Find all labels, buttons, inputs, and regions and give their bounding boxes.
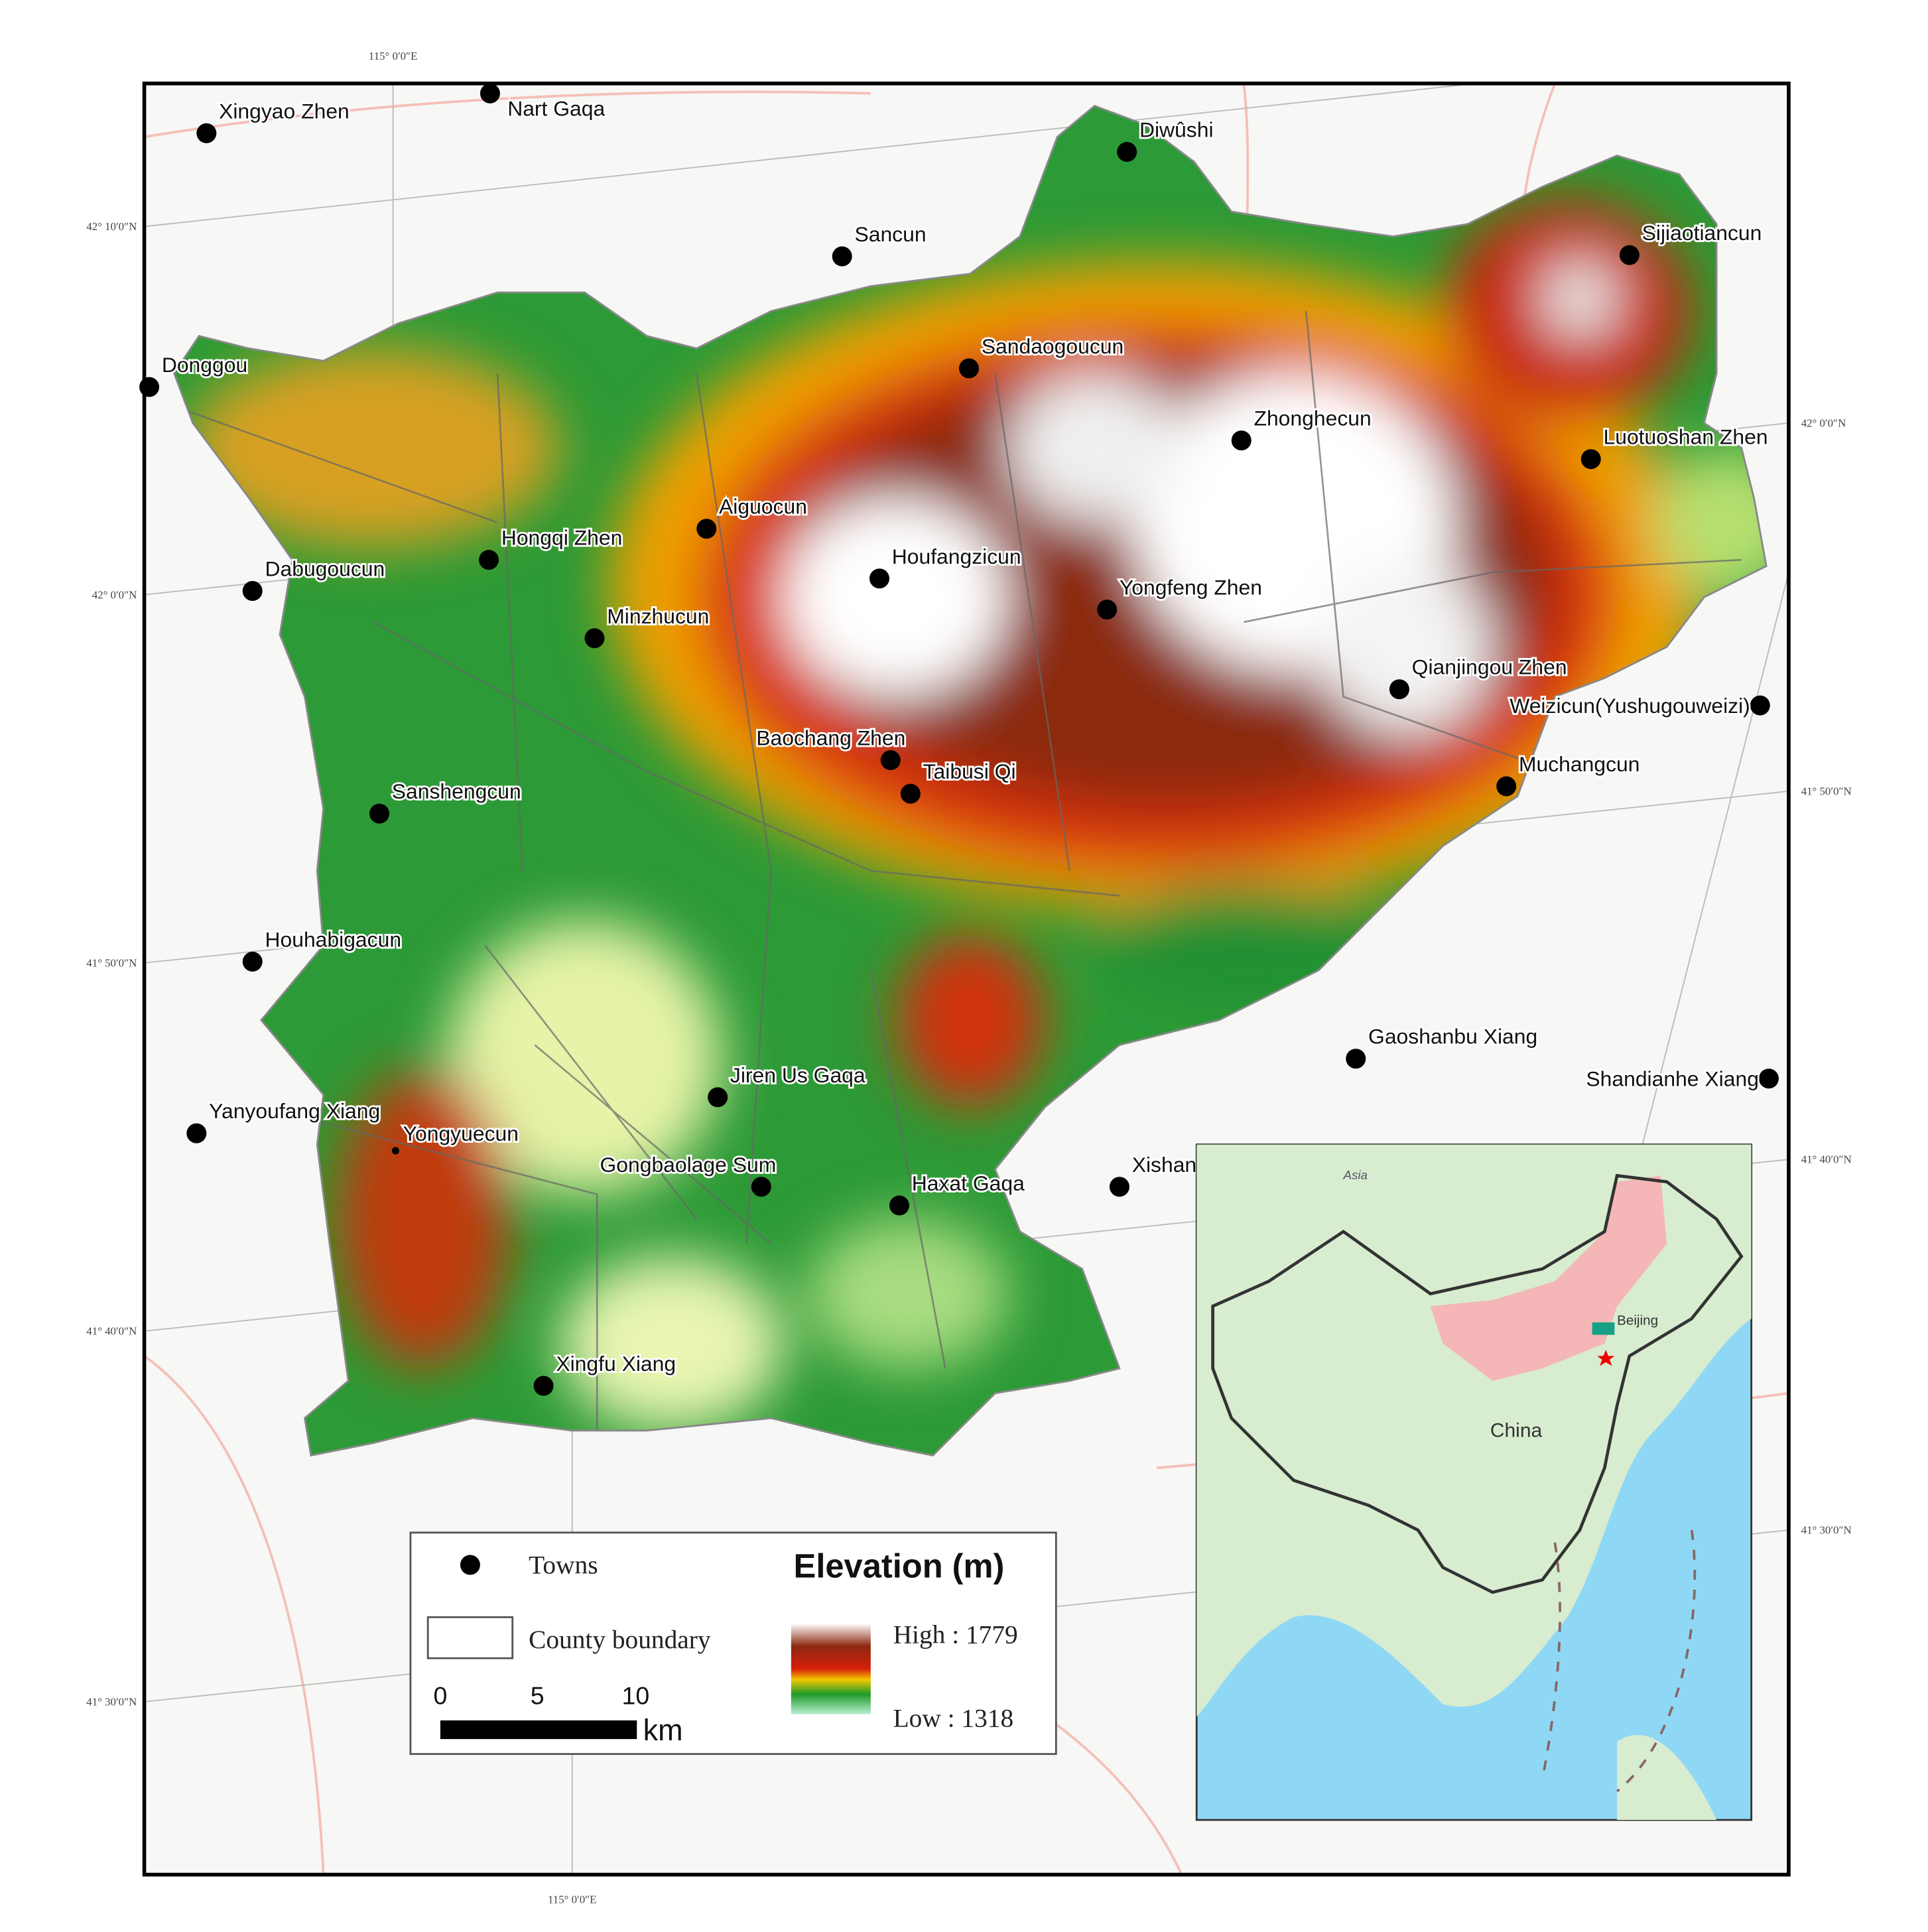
town-dot: [1619, 245, 1639, 265]
town-label: Nart Gaqa: [507, 97, 605, 121]
graticule-label: 42° 10′0″N: [86, 220, 137, 233]
town-label: Baochang Zhen: [756, 726, 905, 750]
town-dot: [186, 1123, 207, 1143]
graticule-label: 41° 50′0″N: [1801, 785, 1852, 798]
town-dot: [1580, 449, 1601, 470]
town-dot: [880, 750, 901, 771]
scale-bar: [440, 1720, 637, 1740]
inset-label: Beijing: [1617, 1313, 1658, 1328]
town-dot: [369, 803, 390, 824]
town-dot: [1117, 141, 1137, 162]
town-dot: [900, 783, 921, 804]
town-label: Yongfeng Zhen: [1120, 576, 1262, 600]
town-dot: [139, 377, 160, 397]
town-dot: [1231, 430, 1252, 451]
town-label: Sancun: [854, 222, 926, 246]
town-label: Qianjingou Zhen: [1412, 655, 1567, 679]
town-label: Diwûshi: [1139, 117, 1214, 141]
graticule-label: 41° 30′0″N: [86, 1695, 137, 1708]
towns: Xingyao Zhen Nart Gaqa Diwûshi Sancun Sijiao…: [139, 83, 1779, 1396]
town-dot: [196, 123, 217, 143]
town-label: Minzhucun: [607, 604, 709, 628]
legend-boundary-symbol: [426, 1616, 514, 1659]
town-label: Taibusi Qi: [923, 759, 1016, 783]
legend-high: High : 1779: [893, 1620, 1018, 1649]
legend-ramp: [791, 1623, 871, 1714]
town-label: Aiguocun: [719, 495, 807, 519]
legend-label: Towns: [529, 1551, 598, 1580]
graticule-label: 115° 0′0″E: [548, 1894, 597, 1906]
town-dot: [889, 1195, 909, 1216]
town-label: Xingfu Xiang: [556, 1352, 676, 1376]
town-label: Luotuoshan Zhen: [1603, 425, 1767, 449]
town-dot: [242, 951, 263, 972]
town-label: Shandianhe Xiang: [1586, 1066, 1759, 1090]
graticule: 115° 0′0″E 115° 0′0″E 42° 10′0″N 42° 0′0″N 4…: [86, 50, 1851, 1905]
graticule-label: 41° 30′0″N: [1801, 1524, 1852, 1537]
town-dot: [480, 83, 500, 103]
town-label: Gongbaolage Sum: [600, 1153, 776, 1177]
graticule-label: 42° 0′0″N: [1801, 417, 1846, 429]
town-label: Yongyuecun: [403, 1122, 519, 1145]
town-dot: [696, 519, 717, 539]
town-dot: [533, 1376, 554, 1396]
town-dot: [1097, 600, 1118, 620]
town-label: Weizicun(Yushugouweizi): [1510, 694, 1750, 718]
graticule-label: 41° 40′0″N: [1801, 1153, 1852, 1166]
town-label: Dabugoucun: [265, 557, 385, 581]
town-dot: [869, 568, 889, 589]
town-dot: [1750, 695, 1770, 716]
town-label: Zhonghecun: [1253, 407, 1371, 430]
town-label: Haxat Gaqa: [912, 1171, 1025, 1195]
scale-unit: km: [643, 1713, 683, 1747]
elevation-raster: [174, 105, 1767, 1456]
town-label: Houfangzicun: [892, 545, 1021, 568]
town-dot: [708, 1087, 728, 1108]
inset-label: Asia: [1343, 1168, 1368, 1182]
graticule-label: 42° 0′0″N: [92, 588, 137, 601]
graticule-label: 41° 50′0″N: [86, 956, 137, 969]
inset-label: China: [1490, 1419, 1543, 1441]
town-dot: [832, 246, 852, 267]
inset-map: Asia China Beijing: [1195, 1143, 1753, 1821]
town-dot: [1389, 679, 1409, 700]
town-dot: [751, 1177, 771, 1197]
town-label: Yanyoufang Xiang: [209, 1099, 380, 1123]
town-dot: [958, 358, 980, 379]
town-dot: [584, 628, 605, 649]
legend: Towns County boundary Elevation (m) High…: [409, 1531, 1057, 1756]
town-label: Donggou: [162, 353, 247, 377]
town-dot: [391, 1147, 400, 1155]
town-label: Xingyao Zhen: [219, 99, 350, 123]
map-frame: [142, 82, 1791, 1877]
town-label: Hongqi Zhen: [501, 526, 623, 550]
scale-label: 10: [622, 1682, 650, 1710]
scale-label: 5: [531, 1682, 545, 1710]
town-dot: [1758, 1068, 1779, 1089]
graticule-label: 41° 40′0″N: [86, 1325, 137, 1338]
town-label: Sanshengcun: [392, 779, 521, 803]
town-dot: [479, 550, 499, 570]
legend-low: Low : 1318: [893, 1703, 1014, 1732]
town-dot: [1346, 1049, 1366, 1069]
legend-town-symbol: [460, 1555, 480, 1575]
town-label: Sijiaotiancun: [1642, 221, 1762, 245]
town-label: Muchangcun: [1519, 752, 1640, 776]
legend-box: [409, 1531, 1057, 1756]
town-dot: [242, 581, 263, 602]
scale-label: 0: [433, 1682, 447, 1710]
town-dot: [1109, 1177, 1129, 1197]
legend-label: County boundary: [529, 1625, 711, 1654]
town-label: Gaoshanbu Xiang: [1368, 1025, 1537, 1049]
legend-title: Elevation (m): [794, 1547, 1005, 1584]
town-label: Xishan: [1132, 1153, 1196, 1177]
town-label: Sandaogoucun: [982, 334, 1124, 358]
graticule-label: 115° 0′0″E: [369, 50, 418, 62]
town-label: Houhabigacun: [265, 927, 401, 951]
town-dot: [1496, 776, 1517, 797]
town-label: Jiren Us Gaqa: [730, 1063, 866, 1087]
